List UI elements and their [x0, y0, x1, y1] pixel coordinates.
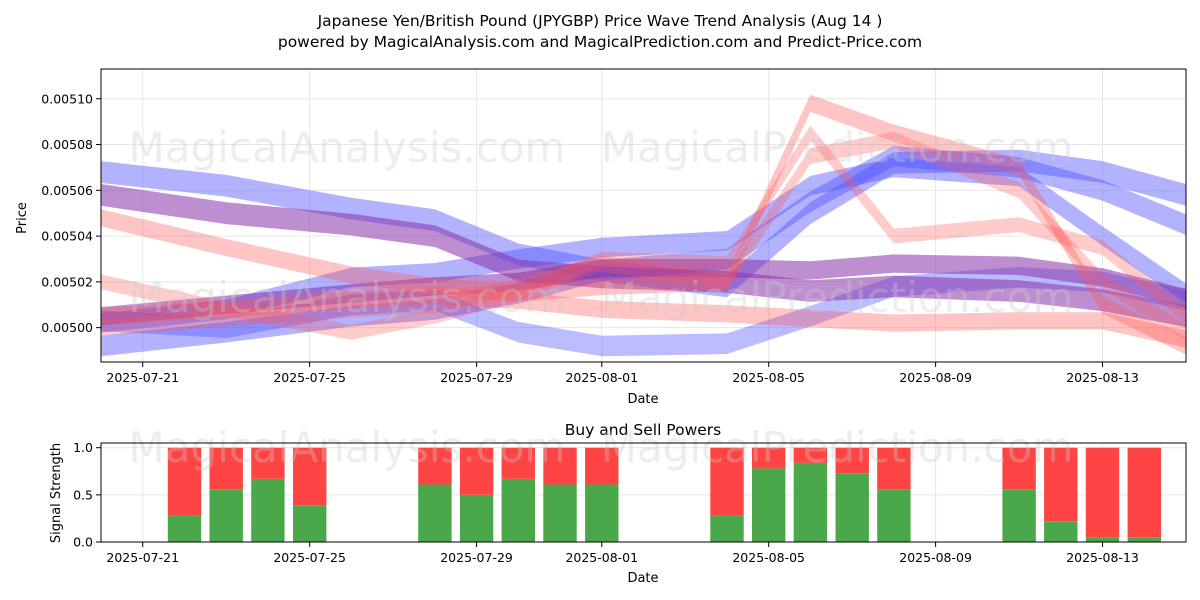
- buy-bar: [209, 489, 243, 542]
- x-tick-label: 2025-08-09: [899, 550, 972, 565]
- sell-bar: [1002, 447, 1036, 490]
- price-chart: MagicalAnalysis.com MagicalPrediction.co…: [15, 68, 1187, 407]
- buy-bar: [710, 515, 744, 542]
- y-tick-label: 0.00506: [41, 183, 93, 198]
- sell-bar: [710, 447, 744, 516]
- signal-y-axis-label: Signal Strength: [49, 443, 64, 543]
- wave-band-blue: [101, 145, 1186, 357]
- sell-bar: [585, 447, 619, 485]
- buy-bar: [1002, 489, 1036, 542]
- sell-bar: [543, 447, 577, 485]
- y-tick-label: 0.00500: [41, 320, 93, 335]
- sell-bar: [501, 447, 535, 479]
- x-tick-label: 2025-07-25: [273, 550, 346, 565]
- watermark-prediction-top: MagicalPrediction.com: [601, 123, 1074, 172]
- buy-bar: [167, 515, 202, 542]
- y-tick-label: 0.5: [73, 487, 93, 502]
- sell-bar: [293, 447, 327, 506]
- x-tick-label: 2025-08-01: [565, 370, 638, 385]
- price-y-ticks: 0.00500 0.00502 0.00504 0.00506 0.00508 0.005…: [41, 91, 101, 335]
- sell-bar: [1085, 447, 1120, 538]
- sell-bar: [209, 447, 243, 490]
- buy-bar: [1085, 537, 1120, 542]
- y-tick-label: 0.00508: [41, 137, 93, 152]
- x-tick-label: 2025-07-29: [440, 370, 513, 385]
- buy-bar: [293, 505, 327, 542]
- x-tick-label: 2025-07-21: [106, 550, 179, 565]
- signal-chart-title: Buy and Sell Powers: [565, 421, 722, 439]
- x-tick-label: 2025-08-13: [1066, 370, 1139, 385]
- buy-bar: [1127, 537, 1161, 542]
- watermark-prediction-mid: MagicalPrediction.com: [601, 273, 1074, 322]
- buy-bar: [752, 468, 786, 542]
- y-tick-label: 0.00504: [41, 229, 93, 244]
- price-x-ticks: 2025-07-21 2025-07-25 2025-07-29 2025-08-01…: [106, 362, 1139, 385]
- x-tick-label: 2025-08-09: [899, 370, 972, 385]
- sell-bar: [167, 447, 202, 516]
- x-tick-label: 2025-07-25: [273, 370, 346, 385]
- signal-chart: Buy and Sell Powers MagicalAnalysis.com …: [49, 421, 1187, 586]
- wave-band-blue: [101, 157, 1186, 333]
- buy-bar: [543, 484, 577, 542]
- sell-bar: [1044, 447, 1078, 522]
- buy-bar: [251, 478, 285, 542]
- sell-bar: [752, 447, 786, 469]
- watermark-analysis-top: MagicalAnalysis.com: [129, 123, 566, 172]
- signal-x-axis-label: Date: [627, 571, 658, 586]
- sell-bar: [251, 447, 285, 479]
- watermark-analysis-mid: MagicalAnalysis.com: [129, 273, 566, 322]
- wave-band-red: [101, 131, 1186, 341]
- sell-bar: [835, 447, 869, 474]
- y-tick-label: 0.00502: [41, 274, 93, 289]
- buy-bar: [793, 462, 828, 542]
- buy-bar: [459, 494, 494, 542]
- signal-axes-frame: [100, 442, 1187, 543]
- price-x-axis-label: Date: [627, 392, 658, 407]
- wave-band-purple: [101, 184, 1186, 328]
- signal-y-ticks: 0.0 0.5 1.0: [73, 440, 101, 550]
- chart-title-line1: Japanese Yen/British Pound (JPYGBP) Pric…: [317, 12, 883, 30]
- sell-bar: [418, 447, 452, 485]
- buy-bar: [835, 473, 869, 542]
- y-tick-label: 0.0: [73, 535, 93, 550]
- watermark-prediction-bottom: MagicalPrediction.com: [601, 423, 1074, 472]
- price-wave-bands: [101, 94, 1186, 357]
- sell-bar: [793, 447, 828, 463]
- buy-bar: [501, 478, 535, 542]
- x-tick-label: 2025-08-05: [732, 370, 805, 385]
- signal-bars: [167, 447, 1161, 542]
- wave-band-red: [101, 287, 1186, 348]
- chart-title-line2: powered by MagicalAnalysis.com and Magic…: [278, 33, 922, 51]
- sell-bar: [459, 447, 494, 495]
- y-tick-label: 0.00510: [41, 91, 93, 106]
- price-y-axis-label: Price: [15, 202, 30, 234]
- wave-band-purple: [101, 254, 1186, 326]
- x-tick-label: 2025-08-05: [732, 550, 805, 565]
- wave-band-red: [101, 125, 1186, 340]
- x-tick-label: 2025-08-13: [1066, 550, 1139, 565]
- sell-bar: [877, 447, 911, 490]
- y-tick-label: 1.0: [73, 440, 93, 455]
- buy-bar: [877, 489, 911, 542]
- sell-bar: [1127, 447, 1161, 538]
- buy-bar: [1044, 521, 1078, 542]
- x-tick-label: 2025-08-01: [565, 550, 638, 565]
- x-tick-label: 2025-07-29: [440, 550, 513, 565]
- buy-bar: [418, 484, 452, 542]
- signal-x-ticks: 2025-07-21 2025-07-25 2025-07-29 2025-08-01…: [106, 542, 1139, 565]
- buy-bar: [585, 484, 619, 542]
- x-tick-label: 2025-07-21: [106, 370, 179, 385]
- watermark-analysis-bottom: MagicalAnalysis.com: [129, 423, 566, 472]
- price-axes-frame: [100, 68, 1187, 363]
